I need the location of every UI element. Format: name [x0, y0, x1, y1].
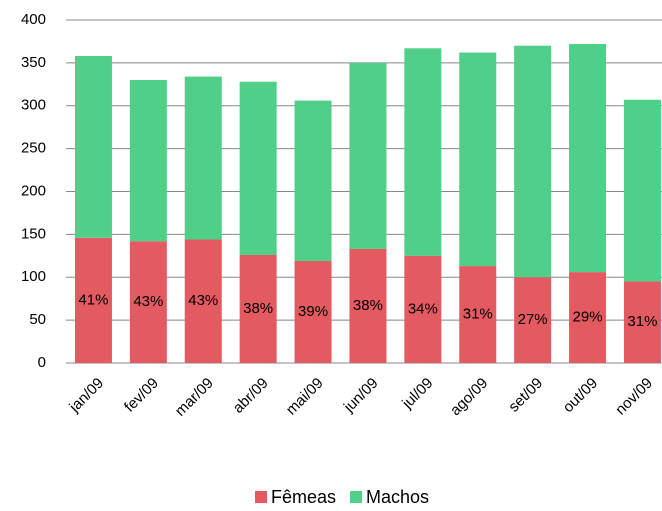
legend-label: Fêmeas	[271, 487, 336, 507]
legend-label: Machos	[366, 487, 429, 507]
legend-swatch	[350, 491, 363, 503]
y-tick-label: 150	[21, 225, 46, 242]
data-label: 38%	[353, 297, 383, 314]
data-label: 29%	[573, 309, 603, 326]
bar-segment	[239, 81, 277, 255]
bar-segment	[623, 99, 661, 282]
x-tick-label: fev/09	[121, 375, 162, 416]
bar-segment	[129, 80, 167, 242]
bar-segment	[514, 45, 552, 278]
bar-segment	[459, 266, 497, 363]
y-tick-label: 350	[21, 54, 46, 71]
bar-segment	[459, 52, 497, 267]
x-tick-label: jul/09	[398, 375, 436, 413]
x-tick-label: jun/09	[340, 375, 382, 417]
data-label: 41%	[78, 291, 108, 308]
bar-segment	[129, 241, 167, 363]
x-tick-label: mar/09	[172, 375, 217, 420]
bar-segment	[623, 281, 661, 363]
y-tick-label: 300	[21, 97, 46, 114]
y-tick-label: 200	[21, 182, 46, 199]
bar-segment	[184, 76, 222, 240]
x-tick-label: nov/09	[612, 375, 656, 419]
data-label: 43%	[188, 292, 218, 309]
data-label: 31%	[463, 306, 493, 323]
bar-segment	[404, 48, 442, 256]
bar-segment	[349, 62, 387, 249]
bar-segment	[74, 237, 112, 363]
x-tick-label: out/09	[560, 375, 602, 417]
x-tick-label: ago/09	[447, 375, 491, 419]
bar-segment	[294, 100, 332, 261]
data-label: 39%	[298, 303, 328, 320]
x-tick-label: mai/09	[283, 375, 327, 419]
bar-segment	[349, 248, 387, 363]
data-label: 38%	[243, 300, 273, 317]
bar-segment	[569, 272, 607, 363]
x-tick-label: set/09	[505, 375, 546, 416]
x-tick-label: abr/09	[230, 375, 272, 417]
data-label: 34%	[408, 300, 438, 317]
bar-segment	[184, 239, 222, 363]
y-tick-label: 400	[21, 11, 46, 28]
bar-segment	[514, 277, 552, 363]
data-label: 43%	[133, 293, 163, 310]
bar-segment	[404, 255, 442, 363]
y-tick-label: 50	[29, 311, 46, 328]
data-label: 27%	[518, 311, 548, 328]
bar-segment	[74, 56, 112, 238]
bar-segment	[294, 260, 332, 363]
bar-segment	[239, 254, 277, 363]
legend-swatch	[255, 491, 267, 503]
y-tick-label: 250	[21, 140, 46, 157]
y-tick-label: 100	[21, 268, 46, 285]
bar-segment	[569, 44, 607, 273]
y-tick-label: 0	[38, 354, 46, 371]
data-label: 31%	[627, 313, 657, 330]
x-tick-label: jan/09	[65, 375, 107, 417]
